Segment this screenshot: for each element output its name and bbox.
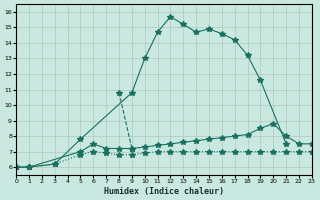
X-axis label: Humidex (Indice chaleur): Humidex (Indice chaleur) bbox=[104, 187, 224, 196]
